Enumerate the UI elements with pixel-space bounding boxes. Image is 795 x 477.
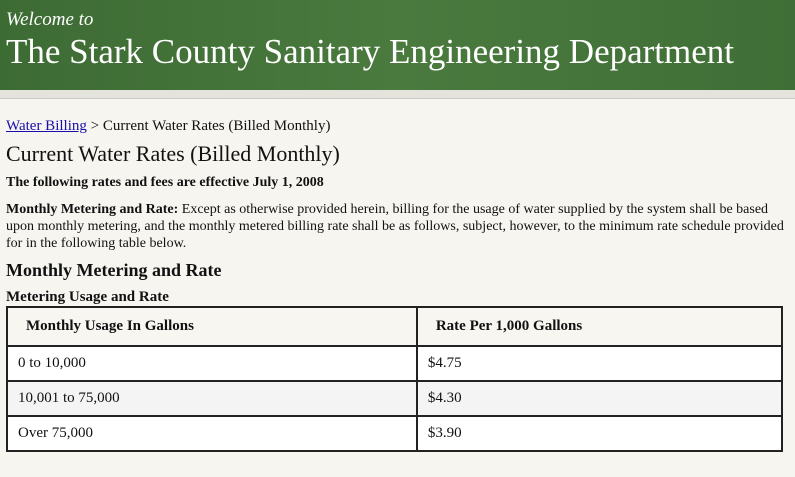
table-cell: 0 to 10,000 — [6, 345, 418, 382]
table-caption: Metering Usage and Rate — [6, 289, 169, 305]
table-cell: $4.75 — [415, 345, 784, 382]
table-cell: 10,001 to 75,000 — [6, 380, 418, 417]
effective-date: The following rates and fees are effecti… — [6, 175, 324, 190]
divider — [0, 90, 795, 99]
column-header: Rate Per 1,000 Gallons — [415, 306, 784, 347]
separator: > — [90, 118, 100, 134]
column-header[interactable]: Monthly Usage In Gallons — [6, 306, 418, 347]
paragraph: Monthly Metering and Rate: Except as oth… — [6, 201, 789, 252]
table-cell: $3.90 — [415, 415, 784, 452]
paragraph-label: Monthly Metering and Rate: — [6, 202, 179, 217]
welcome: Welcome to — [6, 9, 94, 30]
content: Water Billing > Current Water Rates (Bil… — [0, 118, 795, 452]
header-row: Monthly Usage In Gallons Rate Per 1,000 … — [6, 306, 784, 347]
table-row: 10,001 to 75,000 $4.30 — [6, 380, 784, 417]
site-title: The Stark County Sanitary Engineering De… — [6, 32, 735, 71]
breadcrumb-link[interactable]: Water Billing — [6, 118, 87, 134]
table-row: Over 75,000 $3.90 — [6, 415, 784, 452]
table-cell: $4.30 — [415, 380, 784, 417]
page-title: Current Water Rates (Billed Monthly) — [6, 141, 340, 166]
paragraph-text: Except as otherwise provided herein, bil… — [6, 202, 784, 251]
rates-table: Monthly Usage In Gallons Rate Per 1,000 … — [6, 306, 784, 452]
table-row: 0 to 10,000 $4.75 — [6, 345, 784, 382]
breadcrumb: Water Billing > Current Water Rates (Bil… — [6, 118, 789, 135]
table-cell: Over 75,000 — [6, 415, 418, 452]
header: Welcome to The Stark County Sanitary Eng… — [0, 0, 795, 90]
section-heading: Monthly Metering and Rate — [6, 260, 222, 280]
breadcrumb-current: Current Water Rates (Billed Monthly) — [102, 118, 331, 134]
